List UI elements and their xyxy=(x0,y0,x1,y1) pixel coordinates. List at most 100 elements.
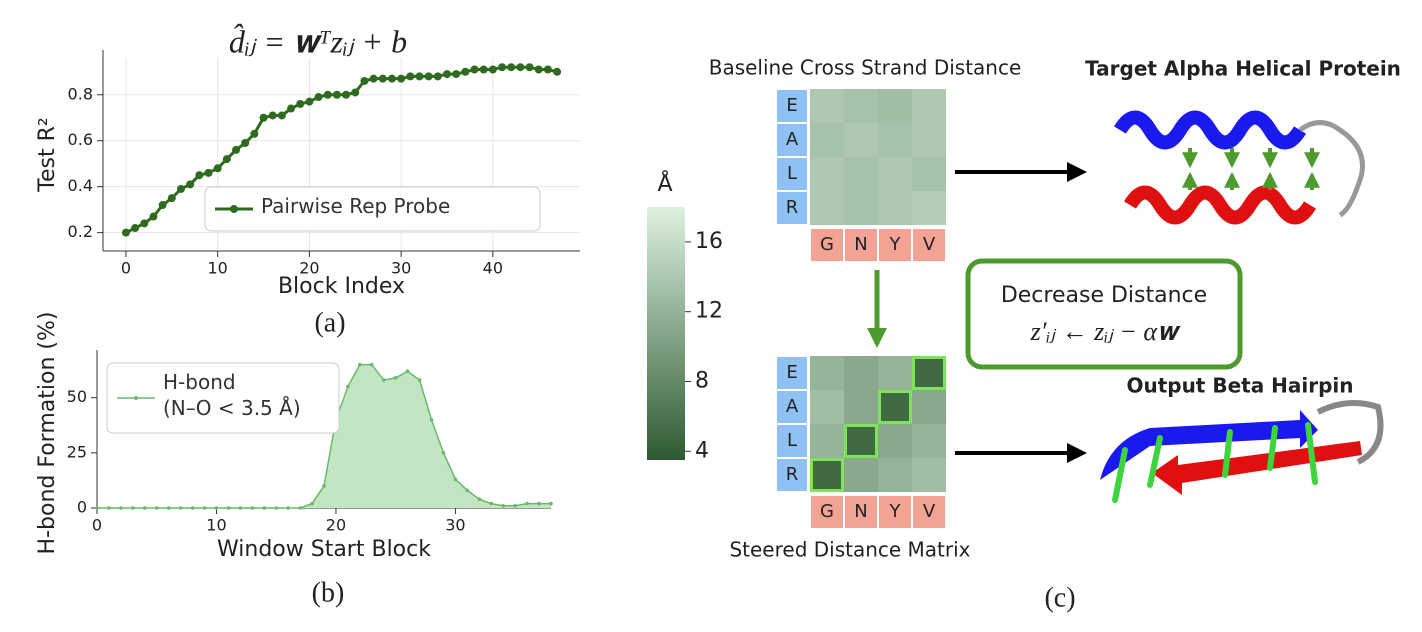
caption: (b) xyxy=(312,577,345,608)
point xyxy=(465,488,470,493)
heat-cell xyxy=(912,356,946,390)
y-tick-label: 0.4 xyxy=(68,176,93,195)
col-label: N xyxy=(854,501,867,522)
row-label: E xyxy=(786,95,797,116)
legend-label: H-bond (N–O < 3.5 Å) xyxy=(163,370,301,420)
point xyxy=(342,90,351,99)
y-tick-label: 0.2 xyxy=(68,222,93,241)
point xyxy=(214,506,219,510)
point xyxy=(525,63,534,72)
col-label: Y xyxy=(889,234,902,255)
heat-cell xyxy=(844,89,878,123)
x-axis-label: Window Start Block xyxy=(217,537,431,562)
point xyxy=(119,506,123,510)
point xyxy=(381,378,386,382)
heat-cell xyxy=(878,458,912,492)
colorbar-tick-label: 8 xyxy=(695,368,709,393)
heat-cell xyxy=(844,123,878,157)
x-tick-label: 20 xyxy=(326,516,346,535)
col-label-box xyxy=(811,496,843,528)
col-label: G xyxy=(820,234,834,255)
heat-cell xyxy=(912,424,946,458)
col-label-box xyxy=(845,229,877,261)
point xyxy=(140,219,149,228)
point xyxy=(204,168,213,177)
col-label-box xyxy=(845,496,877,528)
row-label: L xyxy=(787,163,797,184)
point xyxy=(202,506,207,510)
point xyxy=(358,362,362,367)
heat-cell xyxy=(878,123,912,157)
point xyxy=(513,503,517,508)
point xyxy=(489,501,494,506)
heat-cell xyxy=(810,424,844,458)
x-axis-label: Block Index xyxy=(278,274,405,299)
y-axis-label: Test R² xyxy=(35,117,60,192)
point xyxy=(323,90,332,99)
point xyxy=(131,224,140,233)
point xyxy=(553,67,562,76)
point xyxy=(393,376,398,380)
point xyxy=(262,506,267,510)
legend-swatch xyxy=(134,396,138,400)
legend-swatch xyxy=(230,205,238,213)
heat-cell xyxy=(878,356,912,390)
point xyxy=(158,201,167,210)
box-title: Decrease Distance xyxy=(1001,283,1207,308)
point xyxy=(433,72,442,81)
col-label-box xyxy=(879,496,911,528)
row-label: L xyxy=(787,430,797,451)
col-label-box xyxy=(913,229,945,261)
point xyxy=(149,212,158,221)
heat-cell xyxy=(844,191,878,225)
point xyxy=(274,506,279,510)
point xyxy=(441,451,446,455)
x-tick-label: 20 xyxy=(299,259,319,278)
row-label-box xyxy=(777,357,807,389)
point xyxy=(166,506,171,510)
row-label-box xyxy=(777,391,807,423)
point xyxy=(429,417,434,422)
point xyxy=(250,129,259,138)
point xyxy=(406,72,415,81)
steer-box xyxy=(965,258,1243,370)
point xyxy=(387,74,396,83)
heat-cell xyxy=(810,356,844,390)
colorbar-tick-label: 16 xyxy=(695,229,723,254)
point xyxy=(268,111,277,120)
caption: (a) xyxy=(314,307,345,338)
point xyxy=(121,228,130,237)
point xyxy=(415,72,424,81)
series-area xyxy=(97,364,551,508)
point xyxy=(507,63,516,72)
point xyxy=(417,378,422,382)
point xyxy=(424,72,433,81)
legend-entry: Pairwise Rep Probe xyxy=(261,194,450,218)
heat-cell xyxy=(878,89,912,123)
heat-cell xyxy=(878,157,912,191)
legend-box xyxy=(204,186,541,232)
point xyxy=(154,506,159,510)
point xyxy=(332,90,341,99)
heat-cell xyxy=(912,458,946,492)
heat-cell xyxy=(912,390,946,424)
heat-cell xyxy=(912,157,946,191)
hairpin-protein xyxy=(1100,400,1384,503)
point xyxy=(241,139,250,148)
y-tick-label: 25 xyxy=(67,442,87,461)
heat-cell xyxy=(912,123,946,157)
y-tick-label: 0 xyxy=(77,498,87,517)
point xyxy=(549,501,553,506)
col-label-box xyxy=(913,496,945,528)
point xyxy=(232,145,241,154)
point xyxy=(516,63,525,72)
point xyxy=(369,362,374,367)
point xyxy=(534,65,543,74)
point xyxy=(190,506,195,510)
col-label: V xyxy=(923,234,936,255)
heat-cell xyxy=(844,356,878,390)
point xyxy=(286,506,290,510)
heat-cell xyxy=(912,191,946,225)
point xyxy=(142,506,147,510)
